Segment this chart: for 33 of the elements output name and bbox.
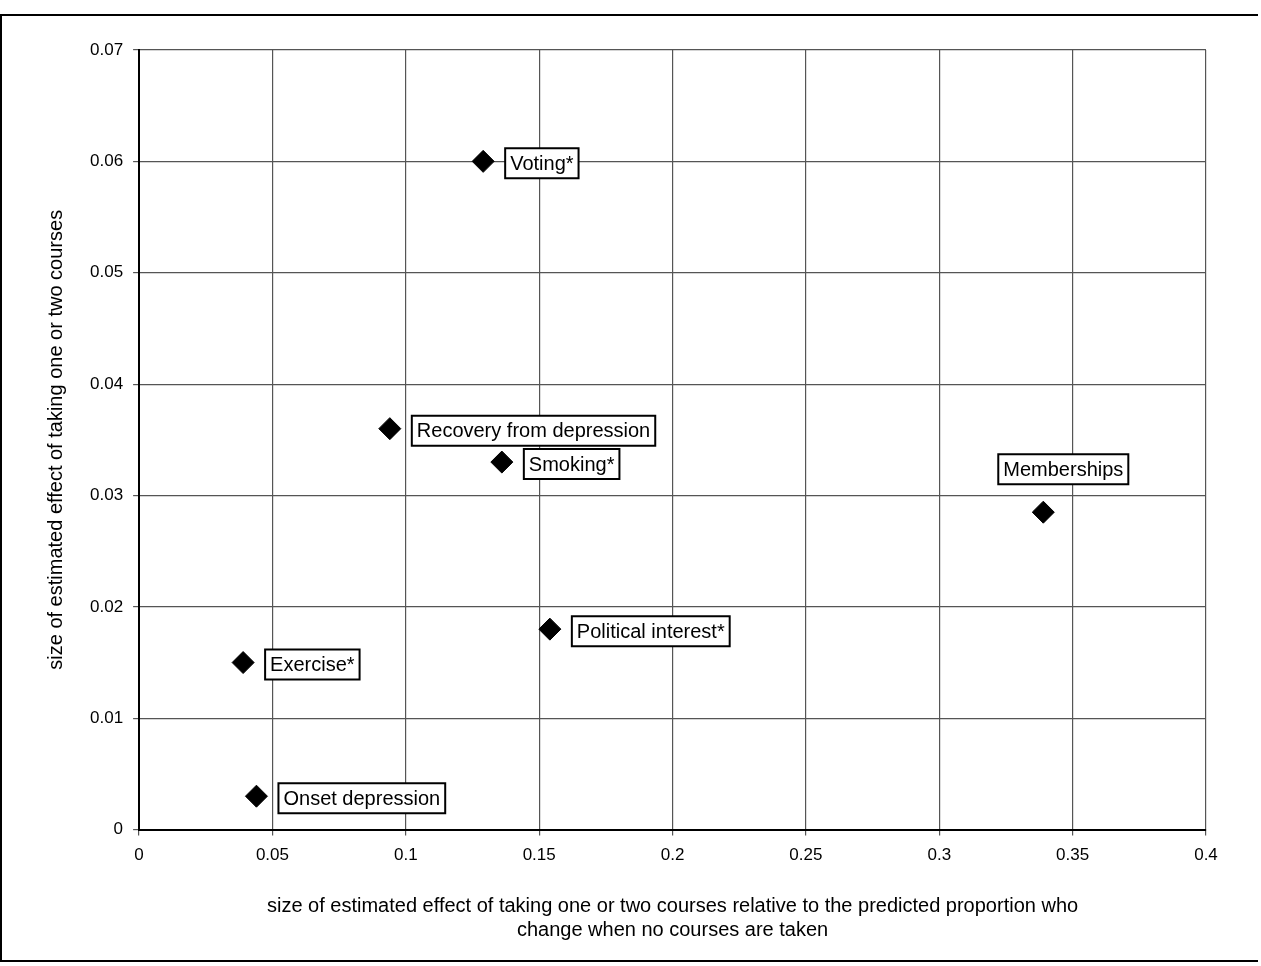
y-tick-label: 0.01 xyxy=(89,707,124,727)
y-axis-title: size of estimated effect of taking one or two courses xyxy=(43,209,66,670)
y-tick-label: 0.07 xyxy=(89,39,124,59)
point xyxy=(490,450,514,474)
y-tick-label: 0.05 xyxy=(89,262,124,282)
y-tick-label: 0 xyxy=(113,819,124,839)
x-tick-label: 0.4 xyxy=(1194,845,1218,865)
annotation: Political interest* xyxy=(576,619,725,642)
x-tick-label: 0.05 xyxy=(255,845,289,865)
annotation: Smoking* xyxy=(528,452,615,475)
x-tick-label: 0.2 xyxy=(660,845,685,865)
y-tick-label: 0.06 xyxy=(89,151,124,171)
x-axis-title: size of estimated effect of taking one or two courses relative to the predicted proportion who change when no courses are taken xyxy=(266,893,1079,940)
x-tick-label: 0.1 xyxy=(393,845,418,865)
x-tick-label: 0.15 xyxy=(522,845,556,865)
point xyxy=(1031,500,1055,524)
point xyxy=(231,651,255,675)
point xyxy=(378,417,402,441)
x-tick-label: 0 xyxy=(134,845,144,865)
point xyxy=(471,149,495,173)
point xyxy=(244,784,268,808)
x-tick-label: 0.35 xyxy=(1056,845,1090,865)
y-tick-label: 0.04 xyxy=(89,373,124,393)
annotation: Voting* xyxy=(510,151,574,174)
y-tick-label: 0.03 xyxy=(89,485,124,505)
y-tick-label: 0.02 xyxy=(89,596,124,616)
annotation: Recovery from depression xyxy=(416,419,651,442)
annotation: Onset depression xyxy=(283,786,441,809)
point xyxy=(538,617,562,641)
annotation: Exercise* xyxy=(270,653,355,676)
x-tick-label: 0.25 xyxy=(789,845,823,865)
x-tick-label: 0.3 xyxy=(927,845,952,865)
annotation: Memberships xyxy=(1003,457,1124,480)
